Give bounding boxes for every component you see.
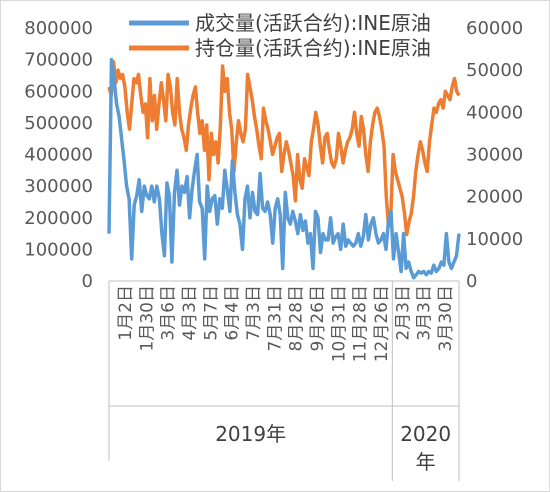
x-tick-label: 2月3日 — [393, 285, 413, 341]
axes — [108, 280, 460, 481]
left-tick-label: 800000 — [24, 18, 93, 39]
x-tick-group: 6月4日 — [223, 285, 243, 341]
left-tick-label: 0 — [82, 271, 93, 292]
x-tick-group: 7月31日 — [265, 285, 285, 351]
year-label: 2020 — [400, 422, 451, 446]
x-tick-group: 1月2日 — [116, 285, 136, 341]
left-axis-ticks: 0 100000 200000 300000 400000 500000 600000 700… — [24, 18, 93, 292]
x-tick-label: 12月26日 — [372, 285, 392, 362]
x-tick-label: 10月31日 — [329, 285, 349, 362]
x-tick-group: 12月26日 — [372, 285, 392, 362]
right-tick-label: 30000 — [466, 145, 523, 166]
x-tick-label: 3月30日 — [436, 285, 456, 351]
right-tick-label: 0 — [466, 271, 477, 292]
x-tick-group: 5月7日 — [201, 285, 221, 341]
year-label: 2019年 — [215, 422, 286, 446]
x-tick-label: 1月2日 — [116, 285, 136, 341]
x-tick-group: 4月3日 — [180, 285, 200, 341]
x-tick-group: 2月3日 — [393, 285, 413, 341]
x-tick-group: 10月31日 — [329, 285, 349, 362]
right-tick-label: 10000 — [466, 229, 523, 250]
x-tick-label: 5月7日 — [201, 285, 221, 341]
left-tick-label: 300000 — [24, 176, 93, 197]
right-tick-label: 60000 — [466, 18, 523, 39]
x-tick-label: 9月26日 — [308, 285, 328, 351]
legend-label-1: 成交量(活跃合约):INE原油 — [195, 11, 431, 35]
x-tick-group: 1月30日 — [137, 285, 157, 351]
left-tick-label: 600000 — [24, 81, 93, 102]
x-tick-label: 3月3日 — [415, 285, 435, 341]
x-tick-group: 3月3日 — [415, 285, 435, 341]
x-tick-group: 3月6日 — [159, 285, 179, 341]
x-tick-group: 9月26日 — [308, 285, 328, 351]
series-line-1 — [107, 57, 461, 280]
x-tick-group: 11月28日 — [351, 285, 371, 362]
year-groups: 2019年 2020 年 — [109, 281, 459, 481]
right-tick-label: 40000 — [466, 102, 523, 123]
x-tick-group: 3月30日 — [436, 285, 456, 351]
x-tick-group: 8月28日 — [287, 285, 307, 351]
year-label: 年 — [416, 450, 436, 474]
x-tick-group: 7月3日 — [244, 285, 264, 341]
x-tick-label: 8月28日 — [287, 285, 307, 351]
x-tick-label: 7月3日 — [244, 285, 264, 341]
series-layer — [107, 57, 461, 280]
left-tick-label: 400000 — [24, 145, 93, 166]
left-tick-label: 100000 — [24, 239, 93, 260]
right-tick-label: 50000 — [466, 60, 523, 81]
right-axis-ticks: 0 10000 20000 30000 40000 50000 60000 — [466, 18, 523, 292]
x-tick-label: 7月31日 — [265, 285, 285, 351]
left-tick-label: 700000 — [24, 50, 93, 71]
left-tick-label: 200000 — [24, 208, 93, 229]
left-tick-label: 500000 — [24, 113, 93, 134]
x-tick-label: 3月6日 — [159, 285, 179, 341]
x-axis-ticks: 1月2日 1月30日 3月6日 4月3日 5月7日 6月4日 7月3日 7月31日 8月28日 9… — [116, 285, 456, 362]
x-tick-label: 6月4日 — [223, 285, 243, 341]
x-tick-label: 4月3日 — [180, 285, 200, 341]
x-tick-label: 1月30日 — [137, 285, 157, 351]
legend-label-2: 持仓量(活跃合约):INE原油 — [195, 36, 431, 60]
x-tick-label: 11月28日 — [351, 285, 371, 362]
right-tick-label: 20000 — [466, 187, 523, 208]
series-line-2 — [107, 59, 461, 237]
